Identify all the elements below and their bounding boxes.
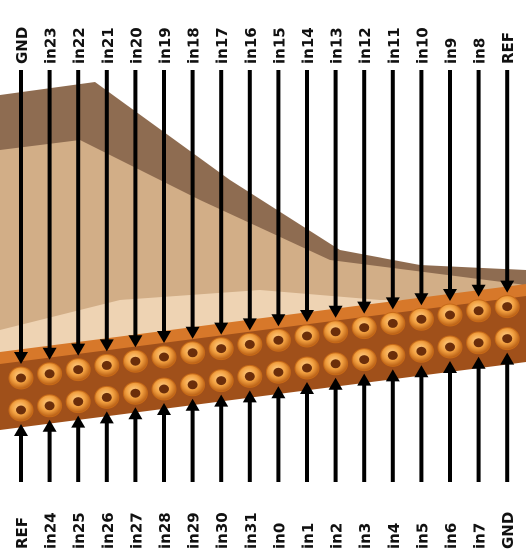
pin-hole bbox=[445, 311, 455, 320]
pin-hole bbox=[331, 327, 341, 336]
pin-hole bbox=[474, 338, 484, 347]
bottom-label: in1 bbox=[299, 523, 317, 549]
pin-hole bbox=[388, 319, 398, 328]
top-label: in12 bbox=[356, 27, 374, 64]
pin-hole bbox=[130, 389, 140, 398]
pin-hole bbox=[16, 406, 26, 415]
pin-hole bbox=[188, 348, 198, 357]
pin-hole bbox=[216, 344, 226, 353]
pin-hole bbox=[245, 372, 255, 381]
bottom-label: REF bbox=[13, 517, 31, 549]
bottom-label: in2 bbox=[328, 523, 346, 549]
pin-hole bbox=[302, 364, 312, 373]
pin-hole bbox=[416, 347, 426, 356]
top-label: in21 bbox=[99, 27, 117, 64]
pin-hole bbox=[502, 334, 512, 343]
pin-hole bbox=[359, 355, 369, 364]
top-label: in23 bbox=[42, 27, 60, 64]
pin-hole bbox=[102, 393, 112, 402]
bottom-label: in24 bbox=[42, 512, 60, 549]
top-label: in9 bbox=[442, 38, 460, 64]
bottom-label: in7 bbox=[471, 523, 489, 549]
bottom-label: in26 bbox=[99, 512, 117, 549]
pin-hole bbox=[159, 385, 169, 394]
top-label: in8 bbox=[471, 38, 489, 64]
pin-hole bbox=[388, 351, 398, 360]
pin-hole bbox=[474, 306, 484, 315]
pin-hole bbox=[45, 369, 55, 378]
pin-hole bbox=[130, 357, 140, 366]
pin-hole bbox=[216, 376, 226, 385]
bottom-label: in28 bbox=[156, 512, 174, 549]
pin-hole bbox=[302, 332, 312, 341]
pin-hole bbox=[502, 302, 512, 311]
top-label: in11 bbox=[385, 27, 403, 64]
bottom-label: in3 bbox=[356, 523, 374, 549]
top-labels: GND in23 in22 in21 in20 in19 in18 in17 in16 in15 i… bbox=[13, 27, 517, 64]
bottom-label: in6 bbox=[442, 523, 460, 549]
bottom-label: in0 bbox=[270, 523, 288, 549]
pin-hole bbox=[273, 336, 283, 345]
top-label: in18 bbox=[185, 27, 203, 64]
pin-hole bbox=[245, 340, 255, 349]
top-label: in10 bbox=[413, 27, 431, 64]
top-label: in13 bbox=[328, 27, 346, 64]
pin-hole bbox=[445, 343, 455, 352]
top-label: in19 bbox=[156, 27, 174, 64]
pin-hole bbox=[73, 365, 83, 374]
top-label: in14 bbox=[299, 27, 317, 64]
bottom-labels: REF in24 in25 in26 in27 in28 in29 in30 in31 in0 in… bbox=[13, 512, 517, 549]
bottom-label: in30 bbox=[213, 512, 231, 549]
top-label: in22 bbox=[70, 27, 88, 64]
top-label: in20 bbox=[127, 27, 145, 64]
pin-hole bbox=[102, 361, 112, 370]
bottom-label: in31 bbox=[242, 512, 260, 549]
pin-hole bbox=[188, 380, 198, 389]
top-label: in15 bbox=[270, 27, 288, 64]
pin-hole bbox=[45, 401, 55, 410]
bottom-label: in5 bbox=[413, 523, 431, 549]
pin-hole bbox=[73, 397, 83, 406]
top-label: REF bbox=[499, 32, 517, 64]
bottom-label: in29 bbox=[185, 512, 203, 549]
pin-hole bbox=[359, 323, 369, 332]
top-label: GND bbox=[13, 27, 31, 64]
pin-hole bbox=[16, 374, 26, 383]
pin-hole bbox=[273, 368, 283, 377]
pin-hole bbox=[331, 359, 341, 368]
pin-hole bbox=[416, 315, 426, 324]
bottom-label: in25 bbox=[70, 512, 88, 549]
top-label: in16 bbox=[242, 27, 260, 64]
top-label: in17 bbox=[213, 27, 231, 64]
bottom-label: in4 bbox=[385, 523, 403, 549]
bottom-label: GND bbox=[499, 512, 517, 549]
pin-hole bbox=[159, 353, 169, 362]
bottom-label: in27 bbox=[127, 512, 145, 549]
